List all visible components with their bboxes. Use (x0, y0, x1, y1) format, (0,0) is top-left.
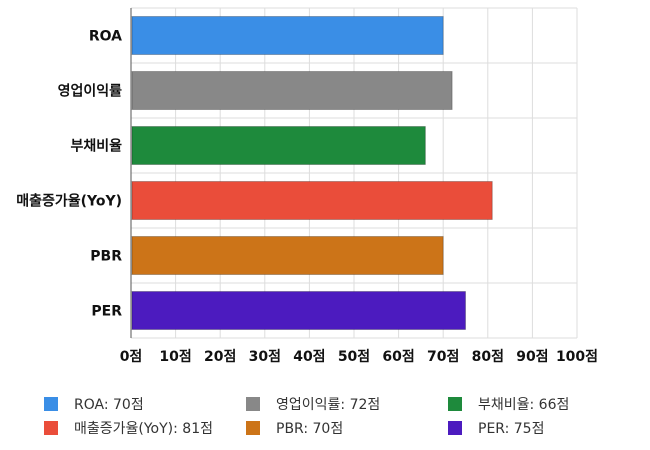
x-tick-label: 20점 (204, 348, 236, 365)
x-tick-label: 30점 (249, 348, 281, 365)
bar (131, 71, 453, 110)
x-tick-label: 50점 (338, 348, 370, 365)
y-tick-label: 매출증가율(YoY) (16, 193, 122, 210)
x-tick-label: 40점 (293, 348, 325, 365)
bar (131, 16, 444, 55)
x-tick-label: 80점 (472, 348, 504, 365)
x-tick-label: 10점 (159, 348, 191, 365)
bar (131, 126, 426, 165)
y-tick-label: 영업이익률 (58, 83, 123, 100)
x-tick-label: 0점 (120, 348, 143, 365)
x-tick-label: 70점 (427, 348, 459, 365)
y-tick-label: PER (91, 304, 122, 320)
y-tick-label: ROA (89, 29, 122, 45)
y-tick-label: 부채비율 (70, 138, 122, 155)
x-tick-label: 60점 (382, 348, 414, 365)
x-tick-label: 90점 (516, 348, 548, 365)
bar (131, 291, 466, 330)
bar (131, 181, 493, 220)
x-tick-label: 100점 (556, 348, 598, 365)
y-tick-label: PBR (90, 249, 122, 265)
bar (131, 236, 444, 275)
